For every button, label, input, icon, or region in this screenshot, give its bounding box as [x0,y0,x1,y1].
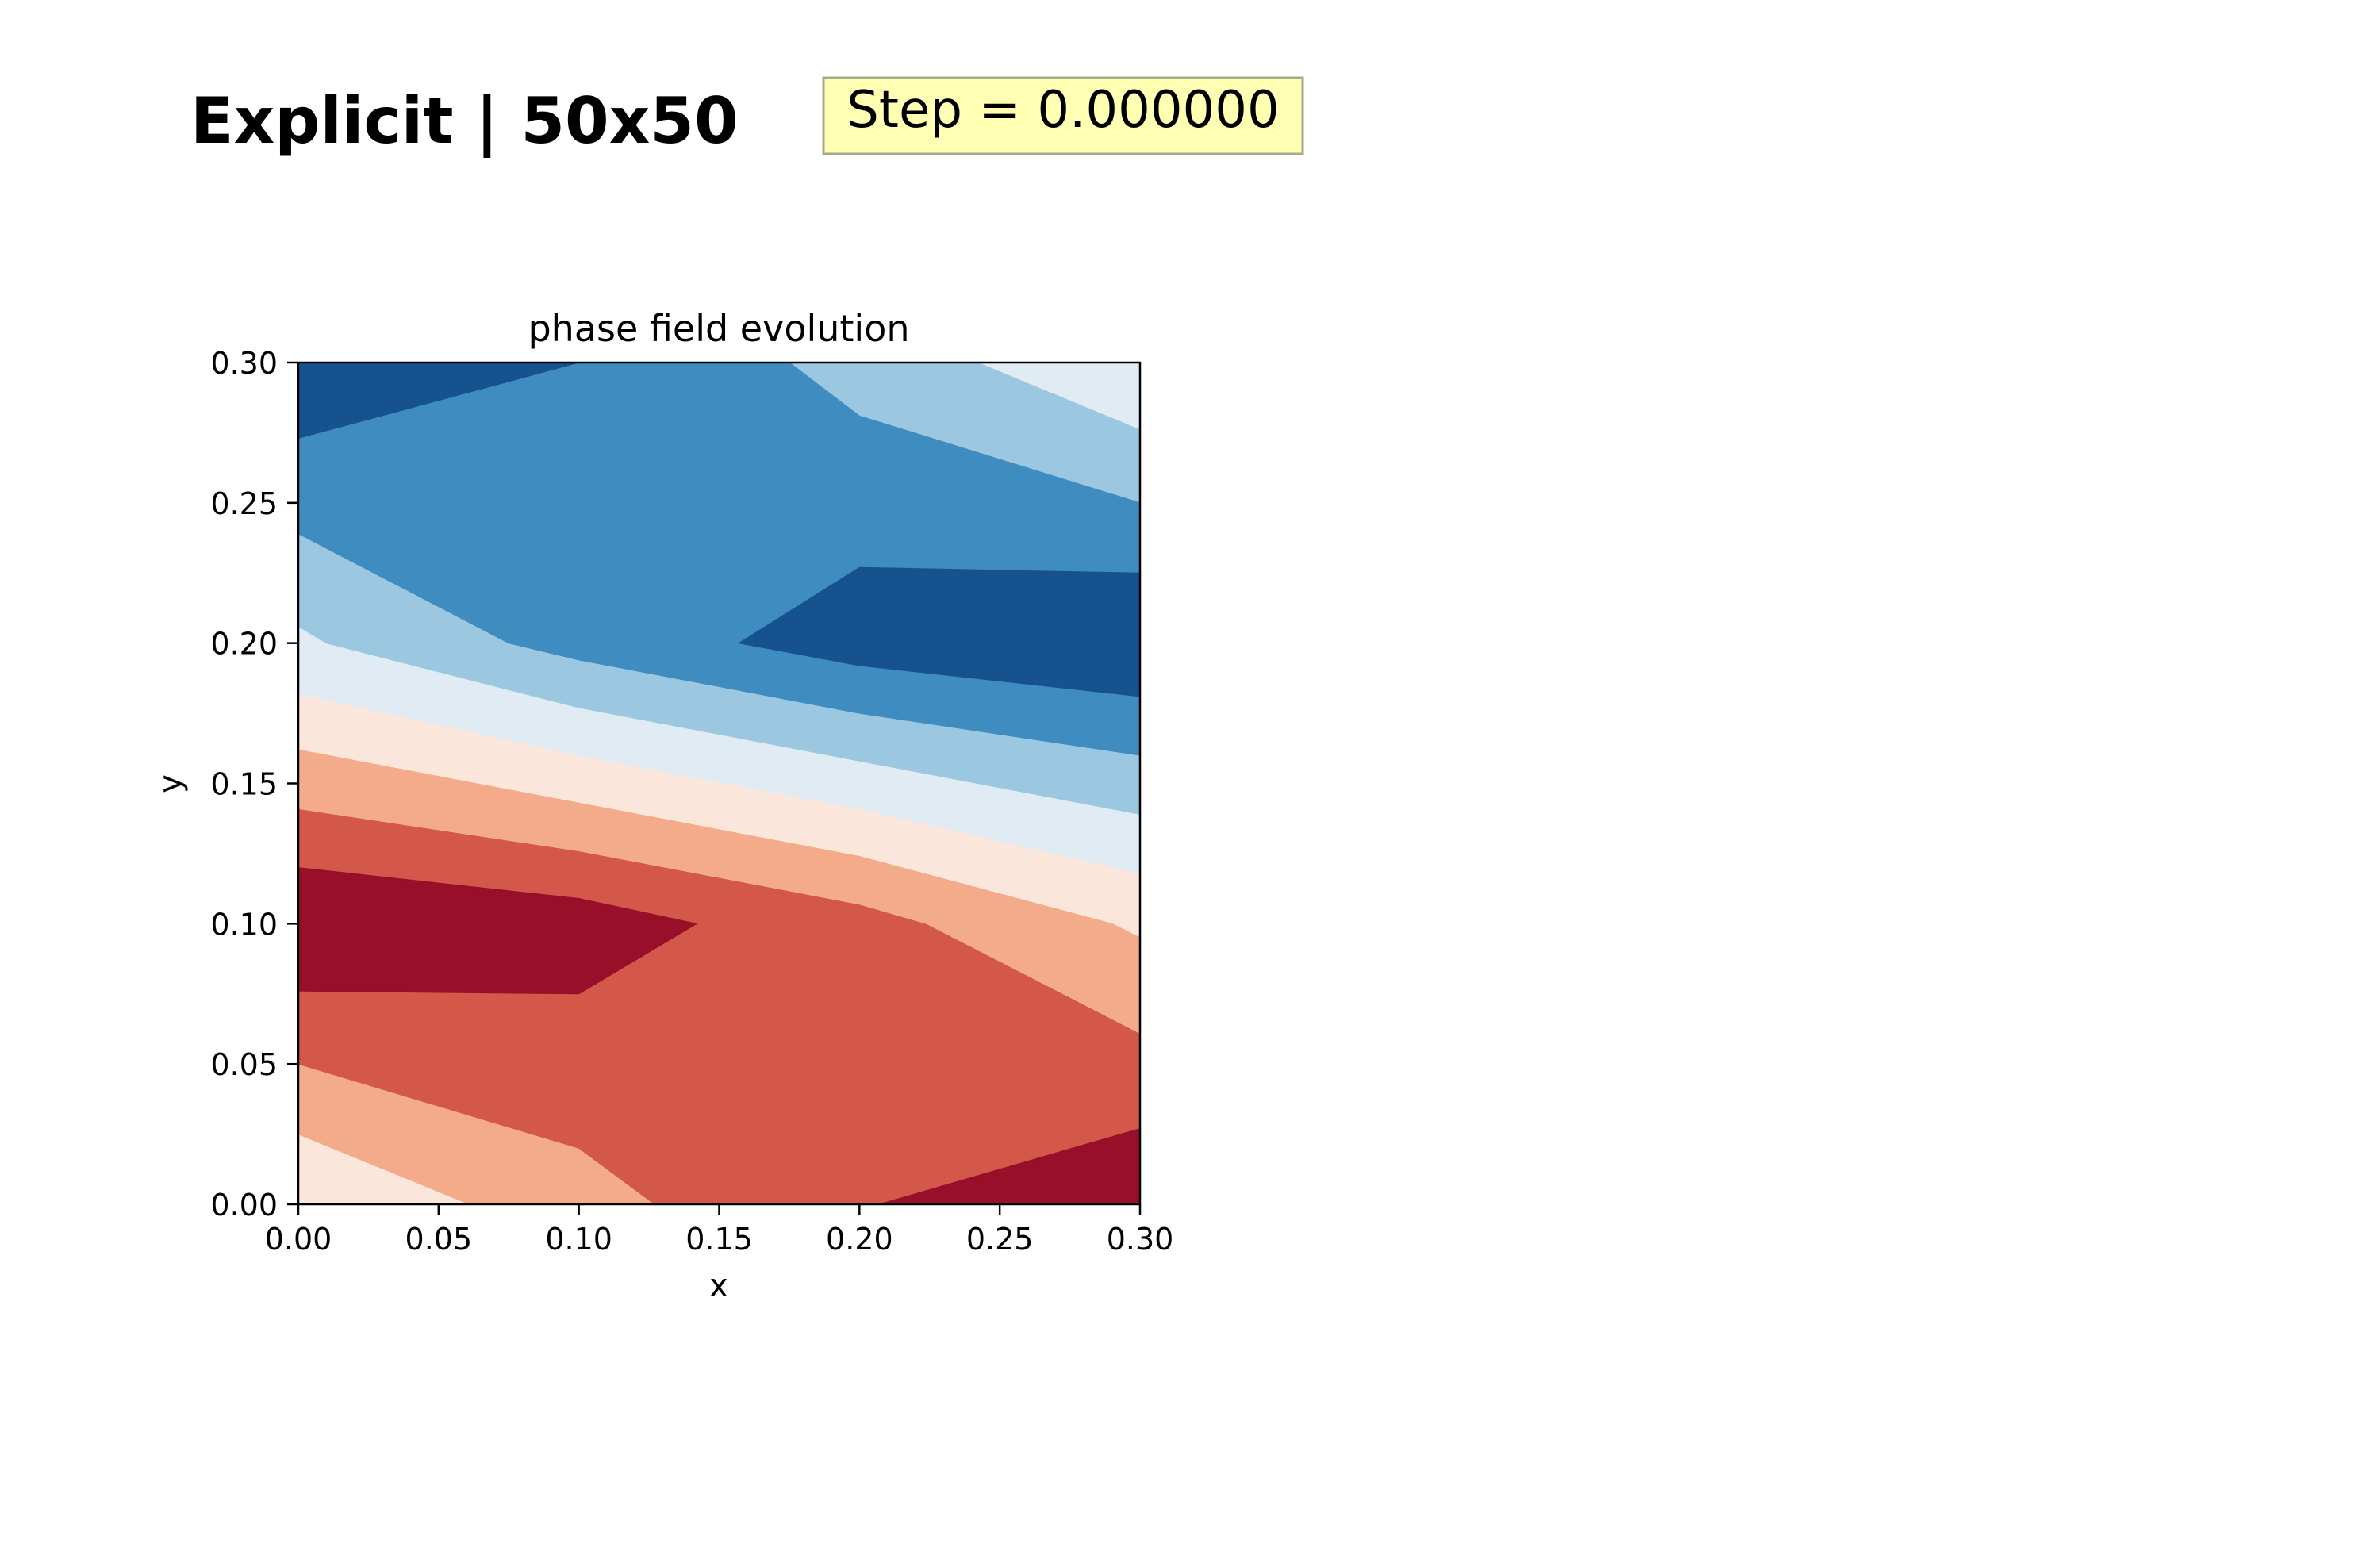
chart: phase field evolution 0.00 0.05 0.10 0.15 0.… [152,307,1173,1304]
contour-region-4 [298,749,1140,1034]
step-box [822,76,1304,155]
contour-region-10 [298,867,698,995]
contour-region-11 [878,1127,1140,1204]
y-tick-label: 0.00 [210,1188,278,1223]
y-tick-label: 0.30 [210,346,278,381]
step-annotation: Step = 0.000000 [822,76,1304,155]
y-axis-label: y [152,774,189,793]
x-tick-label: 0.30 [1107,1222,1174,1257]
step-label: Step = 0.000000 [846,81,1279,140]
x-axis: 0.00 0.05 0.10 0.15 0.20 0.25 0.30 [265,1204,1174,1257]
y-tick-label: 0.15 [210,767,278,802]
chart-title: phase field evolution [528,307,909,350]
contour-region-9 [737,566,1140,697]
x-tick-label: 0.20 [826,1222,893,1257]
y-tick-label: 0.10 [210,907,278,942]
x-tick-label: 0.10 [545,1222,612,1257]
y-tick-label: 0.20 [210,627,278,662]
figure-title: Explicit | 50x50 [190,84,739,159]
y-axis: 0.00 0.05 0.10 0.15 0.20 0.25 0.30 [210,346,298,1223]
y-tick-label: 0.25 [210,486,278,521]
x-tick-label: 0.25 [966,1222,1034,1257]
x-axis-label: x [709,1268,728,1304]
x-tick-label: 0.15 [685,1222,753,1257]
contour-fills [298,363,1140,1204]
x-tick-label: 0.05 [405,1222,473,1257]
x-tick-label: 0.00 [265,1222,332,1257]
contour-region-8 [298,363,579,440]
y-tick-label: 0.05 [210,1047,278,1082]
